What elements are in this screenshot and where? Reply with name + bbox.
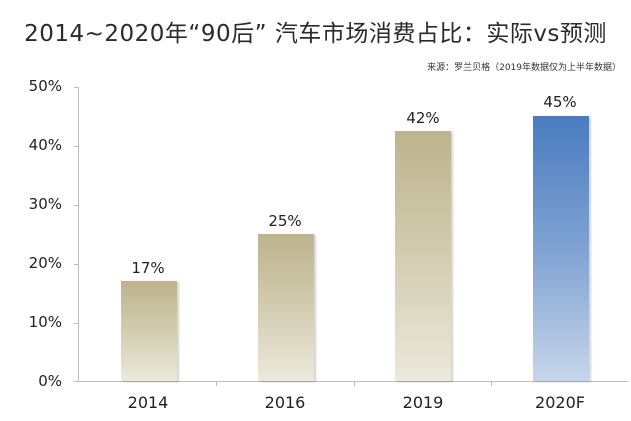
- bar-2014: [121, 281, 177, 381]
- y-tick-label: 10%: [28, 313, 62, 331]
- x-tick: [354, 381, 355, 386]
- bar-2019: [395, 131, 451, 381]
- source-note: 来源：罗兰贝格（2019年数据仅为上半年数据）: [427, 63, 621, 73]
- chart-title: 2014~2020年“90后” 汽车市场消费占比：实际vs预测: [24, 21, 607, 47]
- x-tick-label: 2020F: [535, 393, 585, 412]
- y-tick: [74, 264, 79, 265]
- y-tick: [74, 205, 79, 206]
- y-tick: [74, 146, 79, 147]
- bar-value-label: 42%: [406, 109, 440, 127]
- y-tick-label: 40%: [28, 136, 62, 154]
- bar-2016: [258, 234, 314, 381]
- bar-value-label: 45%: [543, 93, 577, 111]
- bar-value-label: 17%: [131, 259, 165, 277]
- y-tick: [74, 323, 79, 324]
- x-tick: [491, 381, 492, 386]
- x-axis-line: [78, 381, 628, 382]
- x-tick-label: 2014: [127, 393, 169, 412]
- x-tick: [216, 381, 217, 386]
- y-tick-label: 30%: [28, 195, 62, 213]
- y-tick-label: 20%: [28, 254, 62, 272]
- y-tick-label: 50%: [28, 77, 62, 95]
- x-tick-label: 2019: [402, 393, 444, 412]
- y-tick: [74, 381, 79, 382]
- x-tick-label: 2016: [264, 393, 306, 412]
- bar-value-label: 25%: [268, 212, 302, 230]
- y-axis-line: [78, 87, 79, 382]
- y-tick: [74, 87, 79, 88]
- y-tick-label: 0%: [38, 372, 62, 390]
- bar-2020f: [533, 116, 589, 381]
